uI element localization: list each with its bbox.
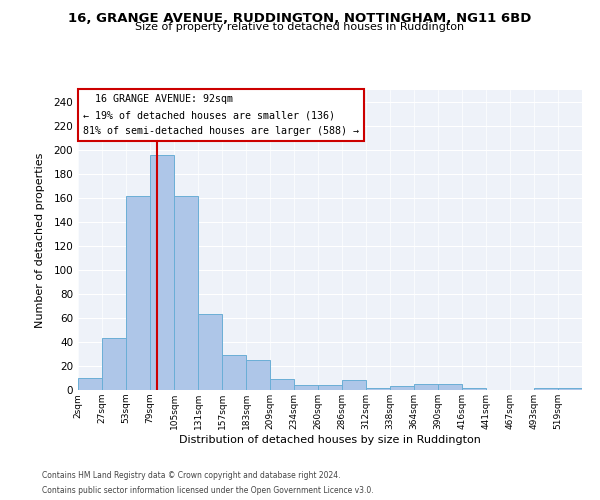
Bar [414,384,438,390]
Bar [78,378,102,390]
Text: 16, GRANGE AVENUE, RUDDINGTON, NOTTINGHAM, NG11 6BD: 16, GRANGE AVENUE, RUDDINGTON, NOTTINGHA… [68,12,532,26]
Bar [390,386,414,390]
Text: Contains public sector information licensed under the Open Government Licence v3: Contains public sector information licen… [42,486,374,495]
Text: 16 GRANGE AVENUE: 92sqm
← 19% of detached houses are smaller (136)
81% of semi-d: 16 GRANGE AVENUE: 92sqm ← 19% of detache… [83,94,359,136]
Y-axis label: Number of detached properties: Number of detached properties [35,152,45,328]
Bar [534,388,558,390]
Bar [462,388,486,390]
Bar [318,385,342,390]
Bar [126,196,150,390]
Text: Size of property relative to detached houses in Ruddington: Size of property relative to detached ho… [136,22,464,32]
Bar [102,338,126,390]
Bar [270,379,294,390]
Bar [174,196,198,390]
Text: Contains HM Land Registry data © Crown copyright and database right 2024.: Contains HM Land Registry data © Crown c… [42,471,341,480]
Bar [198,314,222,390]
Bar [438,384,462,390]
Bar [366,388,390,390]
Bar [558,388,582,390]
Bar [222,355,246,390]
Bar [342,380,366,390]
Bar [246,360,270,390]
Bar [294,385,318,390]
Text: Distribution of detached houses by size in Ruddington: Distribution of detached houses by size … [179,435,481,445]
Bar [150,155,174,390]
